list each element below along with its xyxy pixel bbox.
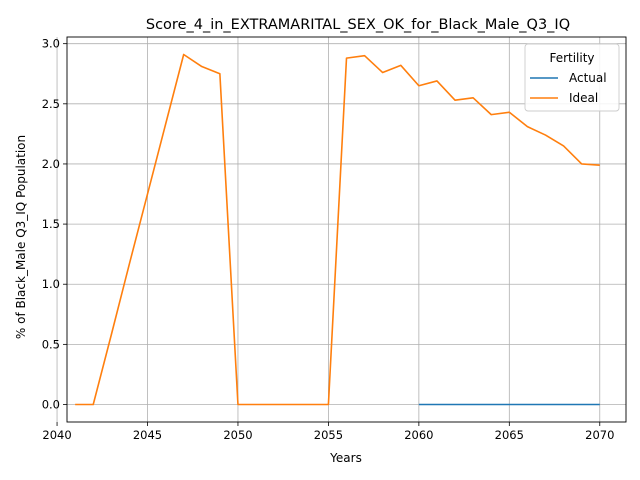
y-tick-label: 1.5	[42, 217, 60, 231]
y-tick-label: 2.5	[42, 97, 60, 111]
y-axis-label: % of Black_Male Q3_IQ Population	[14, 135, 28, 339]
x-tick-label: 2070	[585, 428, 614, 442]
x-tick-label: 2060	[404, 428, 433, 442]
chart-title: Score_4_in_EXTRAMARITAL_SEX_OK_for_Black…	[146, 17, 570, 33]
series-line-ideal	[75, 53, 600, 406]
legend: Fertility Actual Ideal	[524, 43, 620, 112]
x-tick-label: 2065	[495, 428, 524, 442]
x-tick-label: 2050	[223, 428, 252, 442]
y-tick-label: 0.0	[42, 398, 60, 412]
legend-label-actual: Actual	[569, 71, 607, 85]
x-tick-label: 2040	[42, 428, 71, 442]
y-tick-label: 1.0	[42, 277, 60, 291]
series-lines	[75, 53, 600, 406]
x-axis-label: Years	[329, 451, 362, 465]
x-axis-ticks: 2040 2045 2050 2055 2060 2065 2070	[42, 422, 614, 442]
legend-title: Fertility	[549, 51, 594, 65]
legend-label-ideal: Ideal	[569, 91, 598, 105]
x-tick-label: 2055	[314, 428, 343, 442]
legend-box	[524, 43, 620, 112]
y-tick-label: 2.0	[42, 157, 60, 171]
plot-frame	[66, 36, 627, 423]
y-axis-ticks: 0.0 0.5 1.0 1.5 2.0 2.5 3.0	[42, 37, 67, 412]
y-tick-label: 0.5	[42, 337, 60, 351]
y-tick-label: 3.0	[42, 37, 60, 51]
x-tick-label: 2045	[133, 428, 162, 442]
